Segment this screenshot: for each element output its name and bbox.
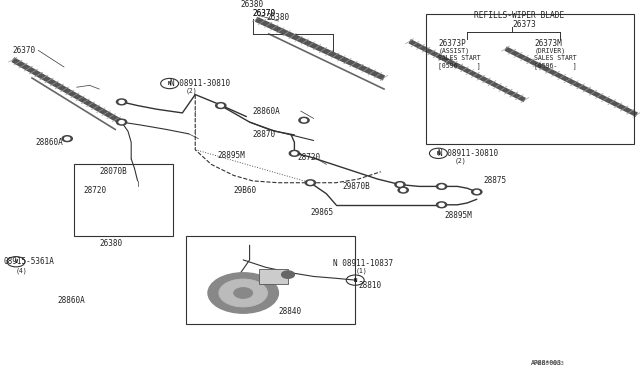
Text: 26380: 26380 <box>99 239 122 248</box>
Text: [0596-    ]: [0596- ] <box>438 62 481 68</box>
Circle shape <box>436 202 447 208</box>
Text: 29870B: 29870B <box>342 182 370 191</box>
Text: 28070B: 28070B <box>99 167 127 176</box>
Text: (2): (2) <box>454 157 466 164</box>
Circle shape <box>472 189 482 195</box>
Text: 28860A: 28860A <box>253 106 280 116</box>
Circle shape <box>218 104 223 107</box>
Circle shape <box>234 288 253 298</box>
Text: N: N <box>168 81 172 86</box>
Text: AP88*003: AP88*003 <box>534 362 564 366</box>
Circle shape <box>119 100 124 103</box>
Text: N 08911-30810: N 08911-30810 <box>438 149 499 158</box>
Text: 26370: 26370 <box>253 9 276 18</box>
Circle shape <box>216 103 226 109</box>
Text: (DRIVER): (DRIVER) <box>534 47 565 54</box>
Circle shape <box>299 117 309 123</box>
Bar <box>426 14 634 144</box>
Text: V: V <box>14 259 18 264</box>
Text: 26373M: 26373M <box>534 39 562 48</box>
Text: 29B60: 29B60 <box>234 186 257 195</box>
Circle shape <box>65 137 70 140</box>
Circle shape <box>439 203 444 206</box>
Circle shape <box>116 99 127 105</box>
Text: 28895M: 28895M <box>445 211 472 220</box>
Text: 26373P: 26373P <box>438 39 466 48</box>
Text: 28720: 28720 <box>83 186 106 195</box>
Bar <box>259 269 288 284</box>
Circle shape <box>292 152 297 155</box>
Circle shape <box>474 190 479 193</box>
Text: (ASSIST): (ASSIST) <box>438 47 469 54</box>
Text: (4): (4) <box>16 268 28 274</box>
Text: (1): (1) <box>355 268 367 274</box>
Text: REFILLS-WIPER BLADE: REFILLS-WIPER BLADE <box>474 11 564 20</box>
Text: N: N <box>436 151 440 156</box>
Text: (2): (2) <box>186 88 197 94</box>
Circle shape <box>289 150 300 156</box>
Circle shape <box>401 189 406 192</box>
Text: SALES START: SALES START <box>438 55 481 61</box>
Circle shape <box>305 180 316 186</box>
Circle shape <box>395 182 405 187</box>
Text: 28840: 28840 <box>278 307 301 316</box>
Text: 26370: 26370 <box>253 9 276 18</box>
Text: 26380: 26380 <box>240 0 263 9</box>
Circle shape <box>308 181 313 184</box>
Text: 28870: 28870 <box>253 131 276 140</box>
Text: 29865: 29865 <box>310 208 333 217</box>
Circle shape <box>398 187 408 193</box>
Text: 28895M: 28895M <box>218 151 245 160</box>
Circle shape <box>397 183 403 186</box>
Text: 26373: 26373 <box>512 20 536 29</box>
Circle shape <box>62 136 72 142</box>
Text: 28860A: 28860A <box>35 138 63 147</box>
Circle shape <box>219 279 268 307</box>
Text: 28875: 28875 <box>483 176 506 185</box>
Text: N: N <box>353 278 357 283</box>
Circle shape <box>116 119 127 125</box>
Text: 28860A: 28860A <box>58 296 85 305</box>
Text: 28810: 28810 <box>358 281 381 290</box>
Circle shape <box>282 271 294 278</box>
Circle shape <box>208 273 278 313</box>
Text: 26370: 26370 <box>13 46 36 55</box>
Text: 26380: 26380 <box>267 13 290 22</box>
Bar <box>186 236 355 324</box>
Text: AP88*003: AP88*003 <box>531 360 562 366</box>
Text: SALES START: SALES START <box>534 55 577 61</box>
Circle shape <box>436 183 447 189</box>
Text: N 08911-30810: N 08911-30810 <box>170 79 230 88</box>
Circle shape <box>301 119 307 122</box>
Text: 08915-5361A: 08915-5361A <box>3 257 54 266</box>
Circle shape <box>439 185 444 188</box>
Bar <box>74 164 173 236</box>
Text: N 08911-10837: N 08911-10837 <box>333 259 393 268</box>
Text: [0596-    ]: [0596- ] <box>534 62 577 68</box>
Text: 28720: 28720 <box>298 153 321 161</box>
Circle shape <box>119 121 124 124</box>
